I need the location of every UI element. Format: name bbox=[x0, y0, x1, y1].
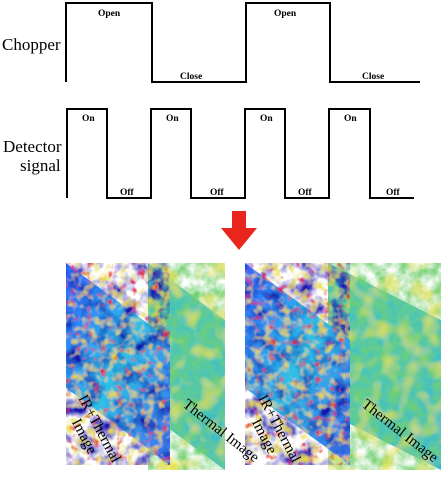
thermal-image-panel-2 bbox=[328, 263, 441, 470]
ir-thermal-image-panel-1 bbox=[66, 263, 170, 465]
detector-on-label-1: On bbox=[82, 114, 95, 124]
chopper-label: Chopper bbox=[2, 35, 61, 54]
detector-off-label-1: Off bbox=[120, 188, 135, 198]
image-panels: IR+Thermal Image Thermal Image IR+Therma… bbox=[66, 263, 441, 470]
chopper-close-label-1: Close bbox=[180, 72, 202, 82]
detector-waveform bbox=[66, 108, 414, 199]
detector-off-label-2: Off bbox=[210, 188, 225, 198]
chopper-open-label-1: Open bbox=[98, 9, 121, 19]
detector-off-label-4: Off bbox=[386, 188, 401, 198]
detector-off-label-3: Off bbox=[298, 188, 313, 198]
detector-label-line2: signal bbox=[20, 156, 61, 175]
chopper-waveform bbox=[65, 2, 420, 83]
down-arrow-icon bbox=[221, 211, 257, 250]
chopper-open-label-2: Open bbox=[274, 9, 297, 19]
chopper-close-label-2: Close bbox=[362, 72, 384, 82]
ir-thermal-image-panel-2 bbox=[245, 263, 350, 465]
detector-on-label-2: On bbox=[166, 114, 179, 124]
detector-on-label-3: On bbox=[260, 114, 273, 124]
detector-row: Detector signal On On On On Off Off Off … bbox=[3, 108, 414, 199]
detector-on-label-4: On bbox=[344, 114, 357, 124]
detector-label-line1: Detector bbox=[3, 137, 62, 156]
chopper-row: Chopper Open Open Close Close bbox=[2, 2, 420, 83]
